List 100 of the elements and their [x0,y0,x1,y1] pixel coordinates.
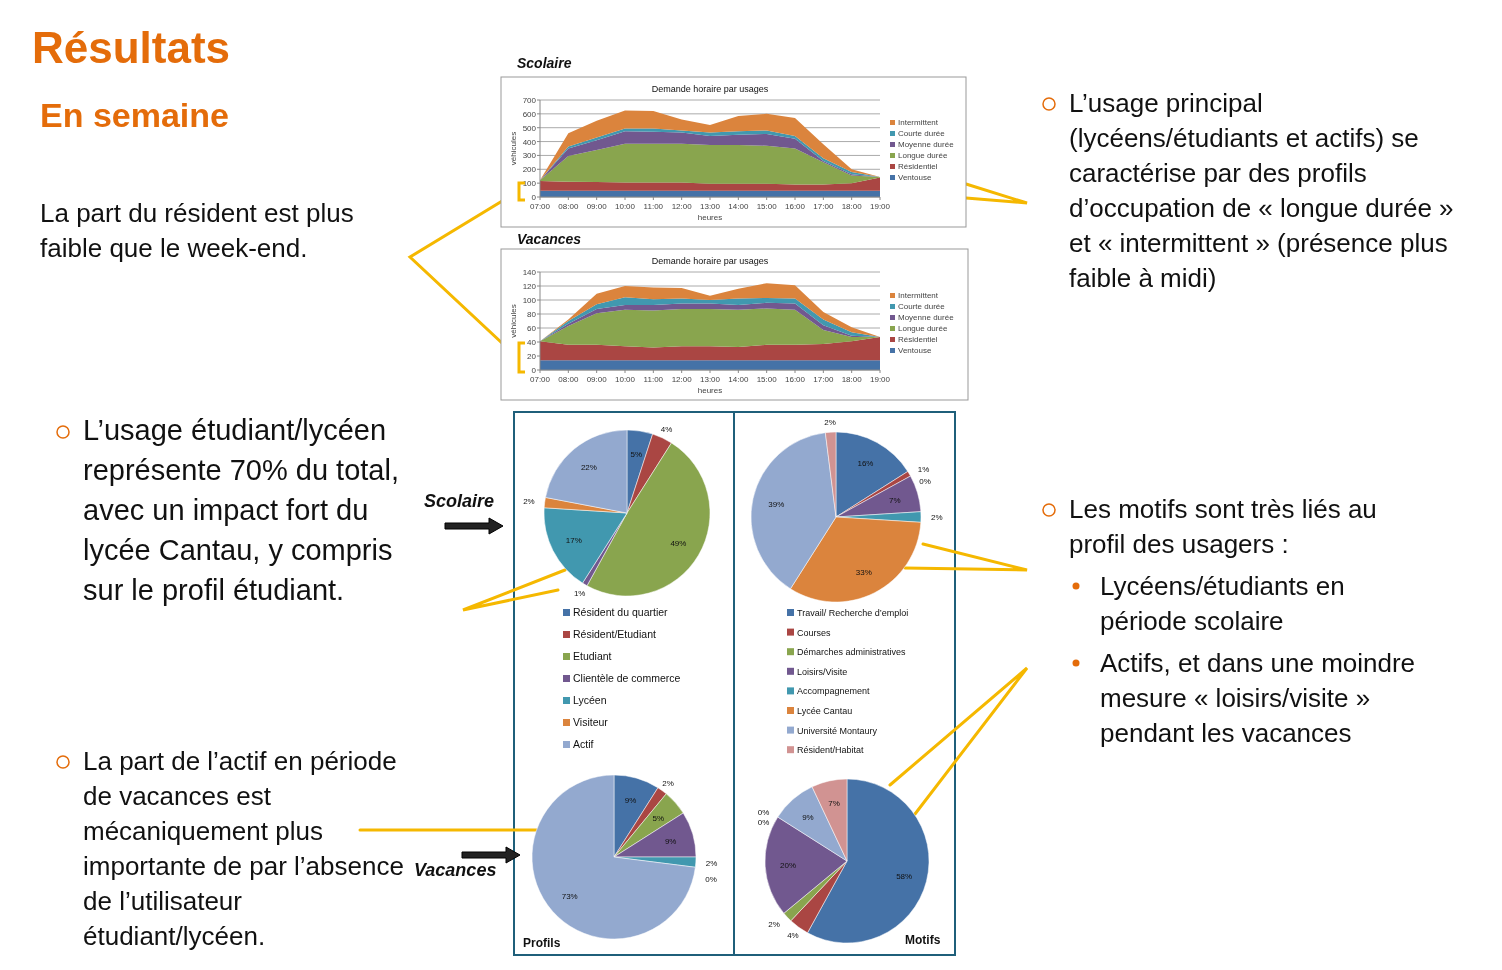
data-label: 4% [660,424,673,434]
y-axis-title: véhicules [509,131,518,166]
text: L’usage étudiant/lycéen représente 70% du total, avec un impact fort du lycée Cantau, y compris sur le profil étudiant. [83,414,399,606]
data-label: 58% [896,871,913,881]
data-label: 5% [630,449,643,459]
y-tick-label: 20 [527,352,537,361]
text: Profils [523,936,561,950]
y-tick-label: 200 [522,165,537,175]
legend-label: Accompagnement [797,686,871,697]
data-label: 9% [802,812,814,822]
y-tick-label: 500 [522,123,537,133]
text: Vacances [414,860,497,880]
y-tick-label: 140 [522,268,537,277]
y-tick-label: 40 [527,338,537,347]
data-label: 20% [780,860,797,870]
x-tick-label: 16:00 [784,202,806,211]
data-label: 2% [662,778,674,788]
text: Résultats [32,23,231,72]
legend-label: Ventouse [898,173,932,182]
text: L’usage principal (lycéens/étudiants et actifs) se caractérise par des profils d’occupation de « longue durée » et « intermittent » (présence plus faible à midi) [1069,88,1454,293]
x-tick-label: 18:00 [841,375,863,384]
legend-label: Résident du quartier [573,606,669,618]
text: Motifs [905,933,941,947]
x-tick-label: 12:00 [671,375,693,384]
y-tick-label: 700 [522,96,537,105]
y-tick-label: 100 [522,296,537,305]
x-tick-label: 09:00 [586,375,608,384]
text: 0% [919,477,931,487]
text: En semaine [40,96,229,134]
chart-subtitle: Scolaire [517,55,572,71]
x-axis-title: heures [697,213,723,222]
data-label: 4% [787,931,799,941]
x-tick-label: 10:00 [614,202,636,211]
legend-label: Longue durée [898,151,948,160]
x-tick-label: 13:00 [699,375,721,384]
data-label: 7% [828,799,840,809]
legend-label: Démarches administratives [797,647,907,658]
legend-label: Moyenne durée [898,313,955,322]
text: Les motifs sont très liés au profil des usagers : [1069,494,1377,559]
text: 0% [757,807,770,817]
x-tick-label: 14:00 [728,375,749,384]
y-tick-label: 600 [522,109,537,119]
legend-label: Moyenne durée [898,140,955,149]
x-tick-label: 15:00 [756,202,778,211]
data-label: 2% [931,513,943,522]
y-tick-label: 60 [527,324,537,333]
legend-label: Intermittent [898,291,939,300]
legend-label: Résident/Habitat [797,745,865,756]
y-tick-label: 120 [522,282,537,291]
legend-label: Résidentiel [898,162,938,171]
x-tick-label: 18:00 [841,202,863,211]
data-label: 39% [768,499,785,509]
y-tick-label: 0 [531,366,537,375]
text: La part du résident est plus faible que le week-end. [40,198,354,263]
x-tick-label: 08:00 [558,375,579,384]
legend-label: Longue durée [898,324,948,333]
legend-label: Résident/Etudiant [573,628,656,640]
chart-title: Demande horaire par usages [651,84,769,94]
x-tick-label: 19:00 [869,375,891,384]
x-tick-label: 14:00 [728,202,749,211]
data-label: 17% [565,536,582,546]
data-label: 7% [888,495,901,505]
data-label: 9% [664,836,677,846]
y-tick-label: 100 [522,179,537,189]
data-label: 22% [580,462,597,472]
legend-label: Ventouse [898,346,932,355]
data-label: 49% [670,539,687,549]
legend-label: Visiteur [573,716,609,728]
data-label: 2% [768,919,780,929]
y-tick-label: 0 [531,193,537,202]
x-tick-label: 13:00 [699,202,721,211]
x-tick-label: 11:00 [643,202,664,211]
x-tick-label: 11:00 [643,375,664,384]
legend-label: Loisirs/Visite [797,666,848,677]
legend-label: Intermittent [898,118,939,127]
x-axis-title: heures [697,386,723,395]
pie-slice [531,774,696,940]
data-label: 73% [561,892,578,902]
text: 0% [757,817,770,827]
x-tick-label: 17:00 [813,375,834,384]
legend-label: Travail/ Recherche d’emploi [797,608,909,618]
x-tick-label: 07:00 [529,375,551,384]
text: 0% [705,874,717,884]
data-label: 5% [652,813,665,823]
y-tick-label: 80 [527,310,537,319]
chart-title: Demande horaire par usages [651,256,769,266]
legend-label: Résidentiel [898,335,938,344]
legend-label: Université Montaury [797,725,878,736]
x-tick-label: 16:00 [784,375,806,384]
x-tick-label: 17:00 [813,202,834,211]
x-tick-label: 12:00 [671,202,693,211]
y-tick-label: 400 [522,137,537,147]
legend-label: Courte durée [898,302,946,311]
legend-label: Lycéen [573,694,607,706]
legend-label: Clientèle de commerce [573,672,681,684]
data-label: 33% [855,567,872,577]
legend-label: Courte durée [898,129,946,138]
data-label: 2% [824,418,836,428]
data-label: 2% [523,497,535,507]
text: Lycéens/étudiants en période scolaire [1100,571,1345,636]
